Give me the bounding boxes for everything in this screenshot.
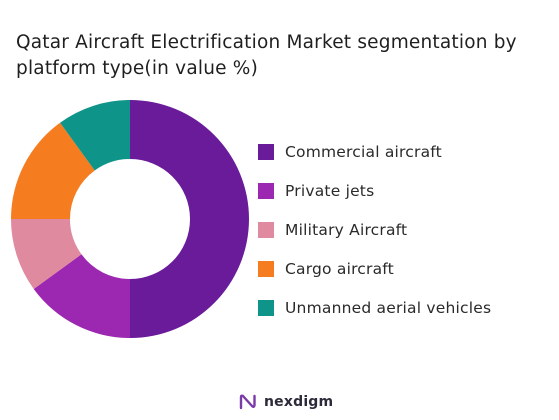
brand-name: nexdigm — [264, 394, 334, 410]
legend-item: Cargo aircraft — [258, 249, 548, 288]
donut-slice-unmanned-aerial-vehicles — [60, 100, 130, 171]
nexdigm-logo-icon — [239, 394, 256, 410]
donut-slice-military-aircraft — [10, 219, 82, 289]
chart-legend: Commercial aircraft Private jets Military … — [258, 132, 548, 327]
legend-item: Commercial aircraft — [258, 132, 548, 171]
legend-swatch — [258, 221, 274, 238]
legend-label: Private jets — [285, 181, 375, 200]
legend-label: Military Aircraft — [285, 220, 408, 239]
legend-swatch — [258, 143, 274, 160]
legend-label: Cargo aircraft — [285, 259, 394, 278]
donut-slice-commercial-aircraft — [130, 100, 249, 338]
legend-swatch — [258, 260, 274, 277]
donut-slice-cargo-aircraft — [11, 122, 95, 219]
legend-item: Military Aircraft — [258, 210, 548, 249]
legend-swatch — [258, 299, 274, 316]
legend-label: Commercial aircraft — [285, 142, 442, 161]
legend-item: Private jets — [258, 171, 548, 210]
legend-swatch — [258, 182, 274, 199]
legend-item: Unmanned aerial vehicles — [258, 288, 548, 327]
brand-footer: nexdigm — [238, 392, 333, 412]
legend-label: Unmanned aerial vehicles — [285, 298, 492, 317]
donut-slice-private-jets — [33, 254, 131, 338]
chart-title: Qatar Aircraft Electrification Market se… — [16, 32, 517, 79]
